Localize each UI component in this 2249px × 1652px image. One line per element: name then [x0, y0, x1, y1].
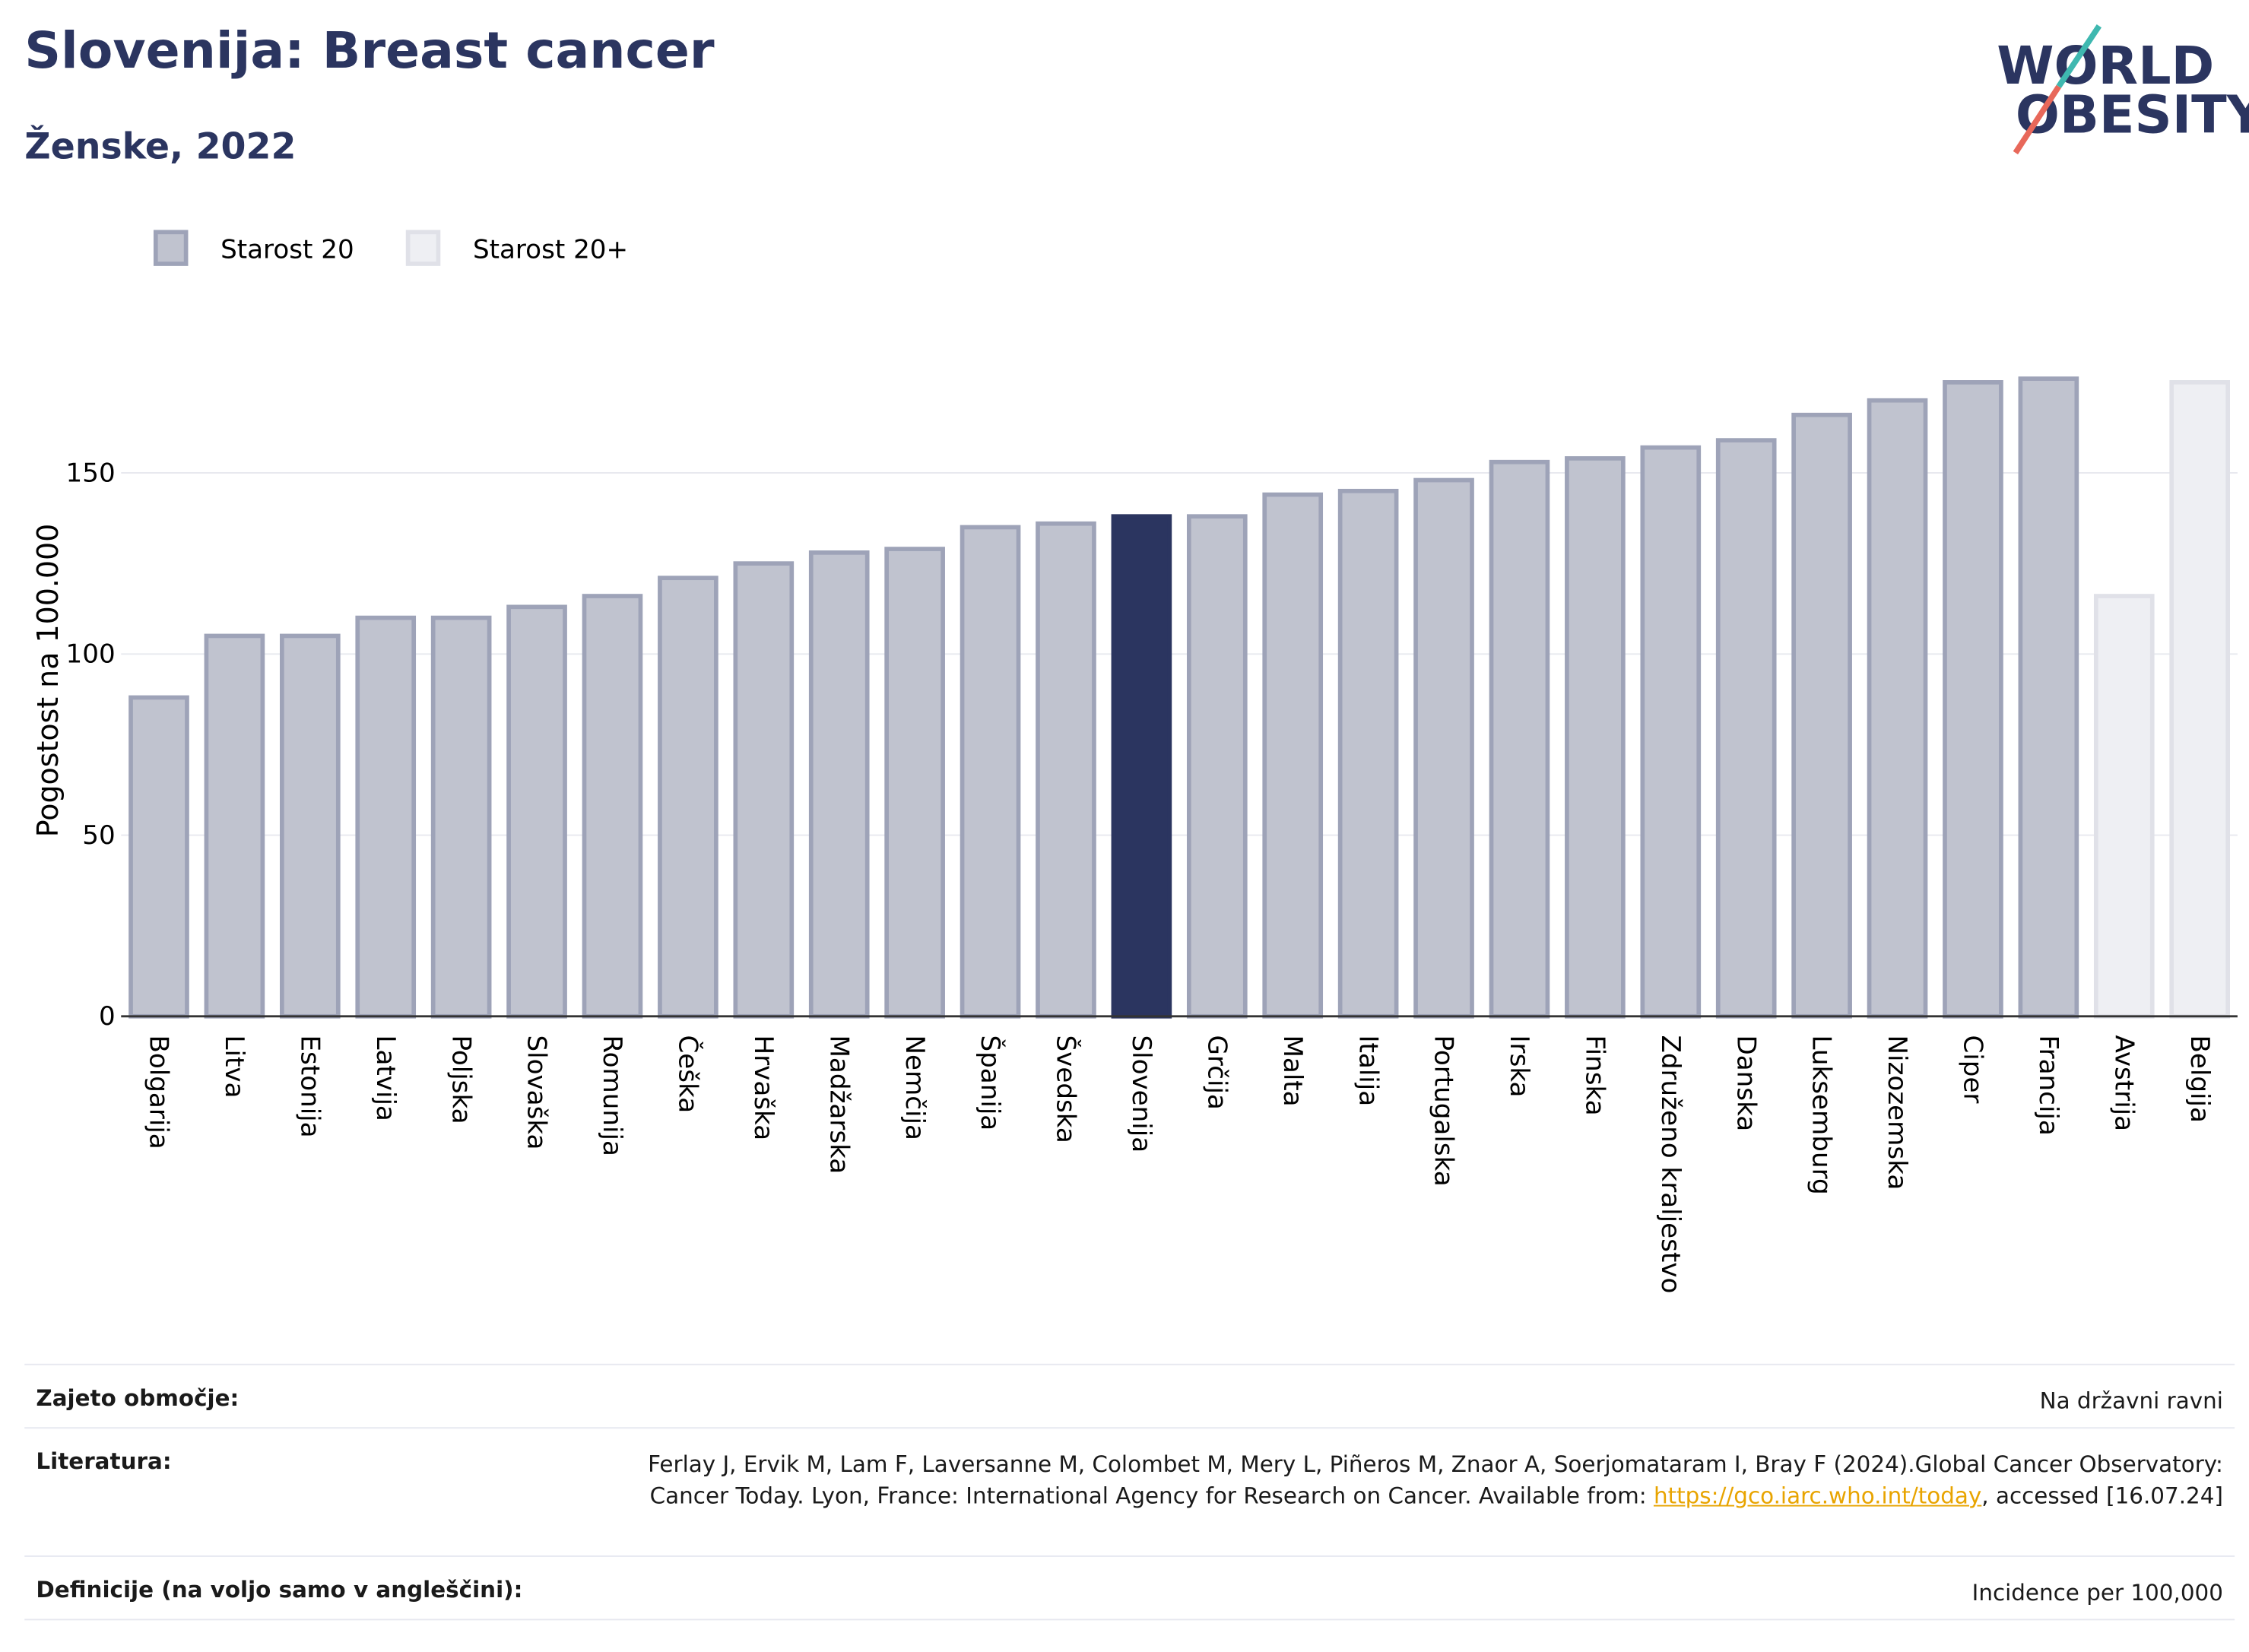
bar — [1337, 488, 1399, 1019]
bar — [506, 604, 567, 1019]
bar — [355, 615, 417, 1019]
footer-row: Definicije (na voljo samo v angleščini):… — [24, 1555, 2235, 1621]
x-tick-label: Danska — [1730, 1035, 1761, 1131]
footer-link[interactable]: https://gco.iarc.who.int/today — [1653, 1483, 1982, 1510]
legend-swatch — [405, 230, 441, 266]
x-tick-label: Združeno kraljestvo — [1655, 1035, 1686, 1293]
bar — [1791, 412, 1852, 1019]
bar — [1867, 398, 1928, 1019]
bar — [1715, 438, 1777, 1019]
x-tick-label: Slovaška — [522, 1035, 552, 1149]
bar — [1186, 514, 1248, 1019]
logo-text: WORLD — [1997, 36, 2214, 97]
y-tick-label: 50 — [82, 820, 115, 851]
y-tick-label: 150 — [66, 458, 116, 488]
x-tick-label: Finska — [1579, 1035, 1610, 1115]
bar — [2093, 594, 2155, 1019]
x-tick-label: Romunija — [597, 1035, 627, 1156]
x-tick-label: Švedska — [1051, 1035, 1082, 1143]
bar — [430, 615, 492, 1019]
x-tick-label: Ciper — [1958, 1035, 1988, 1104]
footer-value: Na državni ravni — [2039, 1388, 2223, 1415]
x-tick-label: Češka — [673, 1035, 704, 1113]
x-tick-label: Madžarska — [823, 1035, 854, 1174]
bar — [1262, 492, 1324, 1019]
bar — [128, 695, 189, 1019]
x-tick-label: Francija — [2033, 1035, 2063, 1135]
bar — [279, 633, 341, 1019]
bar — [1489, 459, 1550, 1019]
bar — [1943, 380, 2003, 1019]
x-tick-label: Hrvaška — [748, 1035, 779, 1140]
x-tick-label: Italija — [1353, 1035, 1383, 1106]
x-tick-label: Luksemburg — [1806, 1035, 1837, 1194]
x-tick-label: Avstrija — [2108, 1035, 2139, 1131]
bar — [658, 576, 718, 1019]
bar — [1640, 445, 1702, 1019]
footer-label: Literatura: — [36, 1448, 172, 1475]
footer-row: Literatura: Ferlay J, Ervik M, Lam F, La… — [24, 1427, 2235, 1557]
y-axis-title: Pogostost na 100.000 — [31, 524, 65, 837]
x-tick-label: Belgija — [2184, 1035, 2215, 1122]
x-tick-label: Irska — [1504, 1035, 1534, 1097]
footer-value: Ferlay J, Ervik M, Lam F, Laversanne M, … — [608, 1449, 2223, 1512]
x-tick-label: Nemčija — [899, 1035, 930, 1140]
legend-label: Starost 20+ — [473, 234, 628, 265]
footer-text: Ferlay J, Ervik M, Lam F, Laversanne M, … — [648, 1451, 2223, 1510]
legend-swatch — [153, 230, 189, 266]
bar — [733, 561, 795, 1019]
bar — [2169, 380, 2231, 1019]
x-tick-label: Litva — [219, 1035, 249, 1098]
bar — [1565, 456, 1626, 1019]
bar — [2018, 376, 2079, 1019]
bar — [808, 550, 870, 1019]
bar — [204, 633, 265, 1019]
footer-text: , accessed [16.07.24] — [1981, 1483, 2223, 1510]
y-tick-label: 0 — [99, 1001, 116, 1032]
bar — [1036, 521, 1096, 1019]
bar — [1111, 514, 1172, 1019]
bar — [884, 547, 945, 1019]
x-tick-label: Slovenija — [1126, 1035, 1156, 1153]
footer-row: Zajeto območje: Na državni ravni — [24, 1363, 2235, 1428]
x-tick-label: Poljska — [446, 1035, 476, 1124]
legend-label: Starost 20 — [220, 234, 354, 265]
bar — [1413, 477, 1474, 1019]
x-tick-label: Malta — [1277, 1035, 1308, 1106]
chart-title: Slovenija: Breast cancer — [24, 21, 715, 80]
chart-subtitle: Ženske, 2022 — [24, 125, 296, 168]
footer-label: Definicije (na voljo samo v angleščini): — [36, 1577, 523, 1603]
x-tick-label: Španija — [975, 1035, 1006, 1130]
logo-slash — [2056, 24, 2102, 88]
logo-slash — [2013, 84, 2061, 155]
x-tick-label: Bolgarija — [144, 1035, 174, 1149]
bar — [960, 525, 1021, 1019]
footer-value: Incidence per 100,000 — [1971, 1580, 2223, 1606]
x-tick-label: Nizozemska — [1882, 1035, 1912, 1190]
footer-label: Zajeto območje: — [36, 1385, 239, 1412]
chart: Slovenija: Breast cancer Ženske, 2022 WO… — [24, 21, 2249, 1293]
x-tick-label: Portugalska — [1429, 1035, 1459, 1186]
bar — [582, 594, 643, 1019]
y-tick-label: 100 — [66, 639, 116, 670]
x-tick-label: Grčija — [1201, 1035, 1232, 1109]
x-tick-label: Estonija — [294, 1035, 325, 1137]
x-tick-label: Latvija — [370, 1035, 401, 1121]
